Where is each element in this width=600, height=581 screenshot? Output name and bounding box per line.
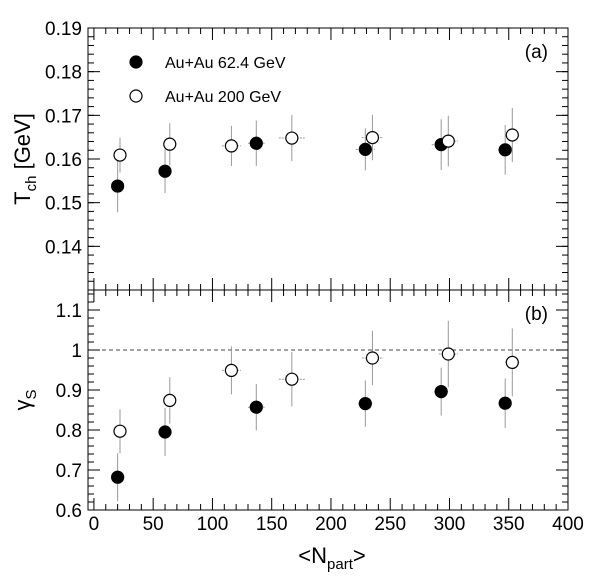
panel-a-ytick-label: 0.14 (45, 237, 82, 258)
panel-a-ytick-label: 0.17 (45, 106, 82, 127)
panel-a-open-point (113, 148, 127, 162)
panel-a-filled-point (158, 164, 172, 178)
panel-a-markers (111, 128, 519, 193)
panel-a-filled-point (249, 136, 263, 150)
panel-a-label: (a) (525, 42, 548, 63)
panel-b-label: (b) (525, 304, 548, 325)
panel-b-ytick-label: 1 (71, 341, 82, 362)
x-tick-label: 200 (315, 514, 347, 535)
x-axis-title-suffix: > (353, 543, 366, 568)
panel-b-open-point (365, 351, 380, 365)
panel-b-ylabel-main: γ (10, 400, 35, 411)
panel-b-open-point (285, 372, 299, 386)
x-axis-title-sub: part (327, 556, 354, 573)
panel-a-filled-point (111, 179, 125, 193)
panel-b-frame (87, 289, 569, 511)
legend-label: Au+Au 62.4 GeV (165, 55, 286, 72)
x-axis-title: <Npart> (298, 543, 365, 573)
panel-b-open-point (441, 347, 455, 361)
panel-a-open-point (163, 137, 177, 151)
panel-b-filled-point (498, 396, 512, 410)
panel-a-ylabel-sub: ch (23, 176, 40, 192)
panel-b-filled-point (111, 470, 125, 484)
panel-a-open-point (505, 128, 519, 142)
panel-a-open-point (224, 139, 239, 153)
x-tick-label: 300 (434, 514, 466, 535)
panel-a-open-point (285, 131, 299, 145)
panel-b-ytick-label: 0.8 (56, 421, 82, 442)
x-tick-label: 150 (256, 514, 288, 535)
panel-a-open-point (365, 131, 380, 145)
panel-b-open-point (224, 363, 239, 377)
x-axis-title-prefix: <N (298, 543, 327, 568)
panel-a: 0.14 0.15 0.16 0.17 0.18 0.19 (a) Tch [GeV] A… (10, 19, 569, 291)
panel-b: 0.6 0.7 0.8 0.9 1 1.1 (b) γS (10, 289, 569, 522)
panel-b-markers (111, 347, 519, 484)
panel-b-open-point (163, 393, 177, 407)
x-tick-label: 50 (143, 514, 164, 535)
panel-b-ytick-label: 1.1 (56, 301, 82, 322)
panel-b-ytick-label: 0.9 (56, 381, 82, 402)
panel-b-filled-point (358, 397, 372, 411)
panel-b-open-point (113, 424, 127, 438)
x-tick-labels: 0 50 100 150 200 250 300 350 400 (89, 514, 584, 535)
legend: Au+Au 62.4 GeV Au+Au 200 GeV (129, 55, 286, 106)
panel-b-filled-point (158, 425, 172, 439)
panel-a-open-point (441, 134, 455, 148)
x-tick-label: 400 (552, 514, 584, 535)
panel-b-ylabel: γS (10, 389, 40, 410)
panel-a-filled-point (358, 142, 372, 156)
x-tick-label: 0 (89, 514, 100, 535)
panel-a-ylabel-suffix: [GeV] (10, 113, 35, 175)
legend-label: Au+Au 200 GeV (165, 89, 281, 106)
panel-a-ylabel: Tch [GeV] (10, 113, 40, 205)
panel-a-ytick-label: 0.15 (45, 194, 82, 215)
panel-a-ytick-label: 0.19 (45, 19, 82, 40)
x-tick-label: 250 (374, 514, 406, 535)
x-tick-label: 100 (197, 514, 229, 535)
legend-marker-open (129, 89, 143, 103)
legend-marker-filled (129, 55, 143, 69)
panel-b-open-point (505, 355, 519, 369)
panel-a-filled-point (498, 143, 512, 157)
panel-a-tick-marks (88, 27, 569, 291)
panel-b-ytick-label: 0.6 (56, 501, 82, 522)
panel-a-ytick-labels: 0.14 0.15 0.16 0.17 0.18 0.19 (45, 19, 82, 258)
panel-a-ytick-label: 0.16 (45, 150, 82, 171)
panel-b-ytick-labels: 0.6 0.7 0.8 0.9 1 1.1 (56, 301, 82, 522)
panel-a-ylabel-main: T (10, 191, 35, 204)
panel-a-ytick-label: 0.18 (45, 63, 82, 84)
panel-b-ylabel-sub: S (23, 389, 40, 399)
panel-b-ytick-label: 0.7 (56, 461, 82, 482)
panel-b-filled-point (249, 400, 263, 414)
panel-b-filled-point (434, 385, 448, 399)
x-tick-label: 350 (493, 514, 525, 535)
